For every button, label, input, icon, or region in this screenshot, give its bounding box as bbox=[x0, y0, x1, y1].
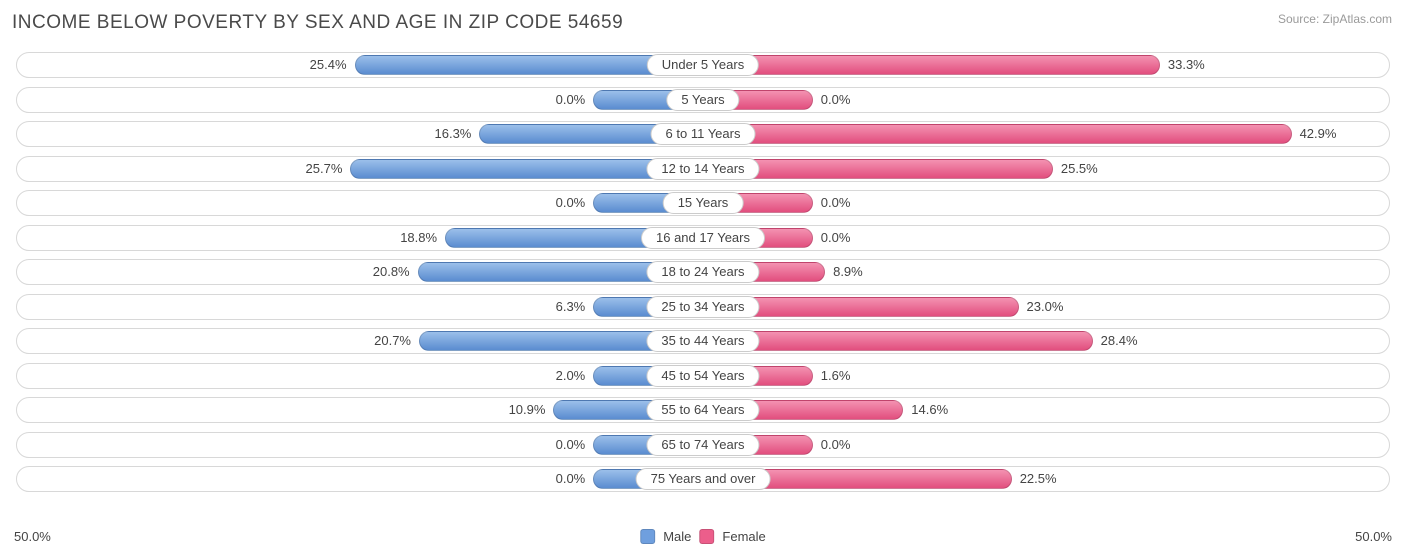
category-label: 18 to 24 Years bbox=[646, 261, 759, 283]
category-label: 65 to 74 Years bbox=[646, 434, 759, 456]
value-label-female: 0.0% bbox=[821, 88, 851, 112]
chart-row: 0.0% 0.0% 65 to 74 Years bbox=[16, 432, 1390, 458]
value-label-male: 0.0% bbox=[556, 88, 586, 112]
category-label: 35 to 44 Years bbox=[646, 330, 759, 352]
value-label-male: 20.8% bbox=[373, 260, 410, 284]
category-label: 6 to 11 Years bbox=[651, 123, 756, 145]
axis-max-left: 50.0% bbox=[14, 529, 51, 544]
diverging-bar-chart: 25.4% 33.3% Under 5 Years 0.0% 0.0% 5 Years 16… bbox=[10, 52, 1396, 492]
legend-label-female: Female bbox=[722, 529, 765, 544]
legend-swatch-male bbox=[640, 529, 655, 544]
chart-row: 10.9% 14.6% 55 to 64 Years bbox=[16, 397, 1390, 423]
chart-row: 0.0% 0.0% 15 Years bbox=[16, 190, 1390, 216]
value-label-female: 25.5% bbox=[1061, 157, 1098, 181]
bar-female bbox=[703, 124, 1292, 144]
value-label-female: 1.6% bbox=[821, 364, 851, 388]
value-label-male: 20.7% bbox=[374, 329, 411, 353]
value-label-male: 0.0% bbox=[556, 191, 586, 215]
bar-female bbox=[703, 55, 1160, 75]
legend-label-male: Male bbox=[663, 529, 691, 544]
category-label: 75 Years and over bbox=[636, 468, 771, 490]
category-label: 12 to 14 Years bbox=[646, 158, 759, 180]
category-label: 16 and 17 Years bbox=[641, 227, 765, 249]
value-label-female: 14.6% bbox=[911, 398, 948, 422]
chart-title: INCOME BELOW POVERTY BY SEX AND AGE IN Z… bbox=[12, 12, 1396, 34]
chart-row: 18.8% 0.0% 16 and 17 Years bbox=[16, 225, 1390, 251]
chart-row: 25.7% 25.5% 12 to 14 Years bbox=[16, 156, 1390, 182]
chart-container: INCOME BELOW POVERTY BY SEX AND AGE IN Z… bbox=[0, 0, 1406, 559]
legend: Male Female bbox=[640, 529, 766, 544]
value-label-female: 22.5% bbox=[1020, 467, 1057, 491]
source-attribution: Source: ZipAtlas.com bbox=[1278, 12, 1392, 26]
category-label: 15 Years bbox=[663, 192, 744, 214]
category-label: Under 5 Years bbox=[647, 54, 759, 76]
value-label-female: 8.9% bbox=[833, 260, 863, 284]
value-label-male: 10.9% bbox=[509, 398, 546, 422]
category-label: 25 to 34 Years bbox=[646, 296, 759, 318]
value-label-male: 0.0% bbox=[556, 433, 586, 457]
category-label: 55 to 64 Years bbox=[646, 399, 759, 421]
value-label-male: 0.0% bbox=[556, 467, 586, 491]
value-label-female: 28.4% bbox=[1101, 329, 1138, 353]
value-label-male: 16.3% bbox=[435, 122, 472, 146]
value-label-male: 25.7% bbox=[306, 157, 343, 181]
chart-row: 0.0% 0.0% 5 Years bbox=[16, 87, 1390, 113]
value-label-female: 33.3% bbox=[1168, 53, 1205, 77]
legend-swatch-female bbox=[699, 529, 714, 544]
category-label: 5 Years bbox=[666, 89, 739, 111]
value-label-female: 0.0% bbox=[821, 191, 851, 215]
value-label-male: 18.8% bbox=[400, 226, 437, 250]
chart-row: 0.0% 22.5% 75 Years and over bbox=[16, 466, 1390, 492]
chart-row: 20.8% 8.9% 18 to 24 Years bbox=[16, 259, 1390, 285]
value-label-male: 2.0% bbox=[556, 364, 586, 388]
value-label-male: 6.3% bbox=[556, 295, 586, 319]
axis-max-right: 50.0% bbox=[1355, 529, 1392, 544]
value-label-female: 0.0% bbox=[821, 226, 851, 250]
category-label: 45 to 54 Years bbox=[646, 365, 759, 387]
value-label-female: 23.0% bbox=[1027, 295, 1064, 319]
value-label-male: 25.4% bbox=[310, 53, 347, 77]
value-label-female: 0.0% bbox=[821, 433, 851, 457]
chart-row: 20.7% 28.4% 35 to 44 Years bbox=[16, 328, 1390, 354]
value-label-female: 42.9% bbox=[1300, 122, 1337, 146]
chart-footer: 50.0% 50.0% Male Female bbox=[10, 529, 1396, 549]
chart-row: 25.4% 33.3% Under 5 Years bbox=[16, 52, 1390, 78]
bar-female bbox=[703, 331, 1093, 351]
chart-row: 16.3% 42.9% 6 to 11 Years bbox=[16, 121, 1390, 147]
chart-row: 6.3% 23.0% 25 to 34 Years bbox=[16, 294, 1390, 320]
chart-row: 2.0% 1.6% 45 to 54 Years bbox=[16, 363, 1390, 389]
